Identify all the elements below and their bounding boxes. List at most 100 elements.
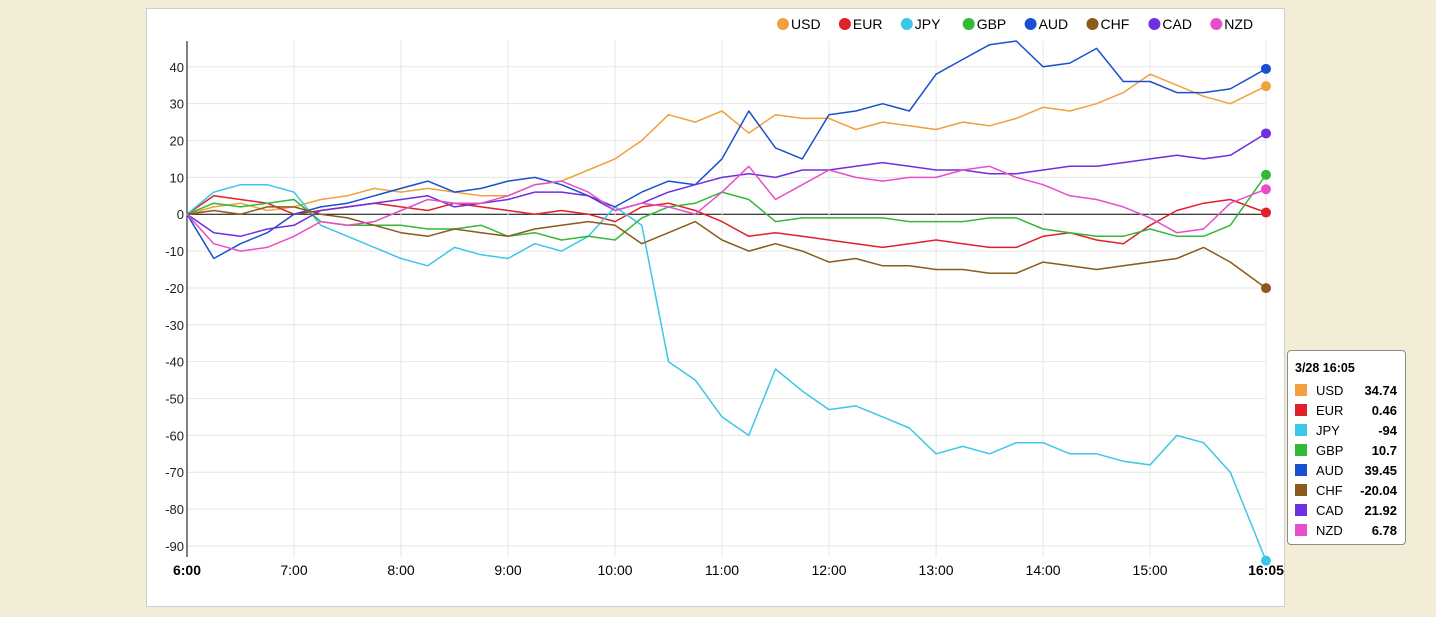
series-lines <box>186 40 1267 561</box>
x-tick-label: 8:00 <box>387 562 414 578</box>
y-tick-label: 30 <box>170 97 184 112</box>
tooltip-series-name: GBP <box>1316 442 1344 458</box>
y-tick-label: -80 <box>165 502 184 517</box>
legend-label: AUD <box>1039 16 1069 32</box>
endpoint-cad <box>1261 128 1271 139</box>
grid <box>186 41 1267 557</box>
tooltip-series-name: EUR <box>1316 402 1344 418</box>
tooltip-title: 3/28 16:05 <box>1295 361 1355 375</box>
chart-panel: 40 30 20 10 0 -10 -20 -30 -40 -50 -60 -70 -80 -90 6:00… <box>146 8 1285 607</box>
x-tick-label: 7:00 <box>280 562 307 578</box>
y-tick-label: -40 <box>165 355 184 370</box>
y-tick-label: 10 <box>170 170 184 185</box>
endpoint-gbp <box>1261 169 1271 180</box>
tooltip-series-value: 6.78 <box>1371 522 1397 538</box>
tooltip-series-value: 0.46 <box>1371 402 1397 418</box>
tooltip-swatch <box>1295 524 1307 536</box>
y-tick-label: 20 <box>170 134 184 149</box>
y-tick-label: -30 <box>165 318 184 333</box>
y-tick-label: -10 <box>165 244 184 259</box>
value-tooltip: 3/28 16:05 USD 34.74 EUR 0.46 JPY -94 GBP 10.7 A… <box>1287 350 1406 545</box>
y-tick-label: -60 <box>165 428 184 443</box>
y-tick-label: -20 <box>165 281 184 296</box>
x-tick-label: 12:00 <box>812 562 847 578</box>
x-tick-label: 15:00 <box>1133 562 1168 578</box>
legend-item-eur[interactable]: EUR <box>838 16 883 32</box>
y-tick-label: -90 <box>165 539 184 554</box>
legend-label: EUR <box>853 16 883 32</box>
legend-item-gbp[interactable]: GBP <box>962 16 1007 32</box>
x-tick-label: 13:00 <box>919 562 954 578</box>
tooltip-row-chf: CHF -20.04 <box>1295 480 1397 500</box>
tooltip-series-value: -94 <box>1378 422 1397 438</box>
legend[interactable]: USD EUR JPY GBP AUD CHF CAD NZD <box>777 16 1253 32</box>
legend-dot <box>1024 18 1037 30</box>
tooltip-swatch <box>1295 444 1307 456</box>
legend-dot <box>1086 18 1099 30</box>
axes: 40 30 20 10 0 -10 -20 -30 -40 -50 -60 -70 -80 -90 6:00… <box>165 41 1284 578</box>
endpoint-usd <box>1261 81 1271 92</box>
tooltip-swatch <box>1295 504 1307 516</box>
x-tick-label: 16:05 <box>1248 562 1284 578</box>
y-tick-label: -70 <box>165 465 184 480</box>
currency-strength-chart: 40 30 20 10 0 -10 -20 -30 -40 -50 -60 -70 -80 -90 6:00… <box>165 16 1284 578</box>
endpoint-eur <box>1261 207 1271 218</box>
tooltip-row-gbp: GBP 10.7 <box>1295 440 1397 460</box>
tooltip-series-name: CAD <box>1316 502 1344 518</box>
endpoint-nzd <box>1261 184 1271 195</box>
x-tick-label: 9:00 <box>494 562 521 578</box>
tooltip-series-name: AUD <box>1316 462 1344 478</box>
x-tick-label: 6:00 <box>173 562 201 578</box>
legend-dot <box>1148 18 1161 30</box>
endpoint-aud <box>1261 63 1271 74</box>
tooltip-row-aud: AUD 39.45 <box>1295 460 1397 480</box>
legend-label: GBP <box>977 16 1007 32</box>
series-line-nzd <box>186 165 1267 252</box>
tooltip-series-name: NZD <box>1316 522 1343 538</box>
tooltip-swatch <box>1295 424 1307 436</box>
tooltip-series-name: JPY <box>1316 422 1340 438</box>
legend-label: NZD <box>1224 16 1253 32</box>
tooltip-series-name: CHF <box>1316 482 1343 498</box>
series-line-chf <box>186 206 1267 289</box>
legend-dot <box>838 18 851 30</box>
y-tick-label: -50 <box>165 392 184 407</box>
tooltip-swatch <box>1295 464 1307 476</box>
tooltip-swatch <box>1295 384 1307 396</box>
tooltip-series-value: 21.92 <box>1364 502 1397 518</box>
legend-item-aud[interactable]: AUD <box>1024 16 1069 32</box>
legend-label: CAD <box>1162 16 1192 32</box>
legend-item-cad[interactable]: CAD <box>1148 16 1192 32</box>
series-line-jpy <box>186 183 1267 561</box>
tooltip-row-jpy: JPY -94 <box>1295 420 1397 440</box>
tooltip-series-value: 10.7 <box>1371 442 1397 458</box>
tooltip-series-value: -20.04 <box>1360 482 1397 498</box>
tooltip-row-cad: CAD 21.92 <box>1295 500 1397 520</box>
tooltip-series-value: 34.74 <box>1364 382 1397 398</box>
tooltip-swatch <box>1295 404 1307 416</box>
legend-label: JPY <box>915 16 941 32</box>
tooltip-row-nzd: NZD 6.78 <box>1295 520 1397 540</box>
tooltip-row-usd: USD 34.74 <box>1295 380 1397 400</box>
series-line-cad <box>186 132 1267 238</box>
series-endpoints <box>1261 63 1271 566</box>
tooltip-row-eur: EUR 0.46 <box>1295 400 1397 420</box>
legend-label: CHF <box>1101 16 1130 32</box>
legend-item-usd[interactable]: USD <box>777 16 821 32</box>
series-line-aud <box>186 40 1267 260</box>
x-tick-label: 11:00 <box>705 562 739 578</box>
legend-item-chf[interactable]: CHF <box>1086 16 1130 32</box>
legend-dot <box>900 18 913 30</box>
y-tick-label: 0 <box>177 207 184 222</box>
legend-dot <box>1210 18 1223 30</box>
x-tick-label: 14:00 <box>1026 562 1061 578</box>
legend-item-nzd[interactable]: NZD <box>1210 16 1253 32</box>
legend-item-jpy[interactable]: JPY <box>900 16 941 32</box>
endpoint-jpy <box>1261 555 1271 566</box>
y-tick-label: 40 <box>170 60 184 75</box>
tooltip-rows: USD 34.74 EUR 0.46 JPY -94 GBP 10.7 AUD 39.45 CHF -… <box>1295 380 1397 540</box>
legend-dot <box>777 18 789 30</box>
legend-label: USD <box>791 16 821 32</box>
series-line-usd <box>186 73 1267 215</box>
tooltip-swatch <box>1295 484 1307 496</box>
